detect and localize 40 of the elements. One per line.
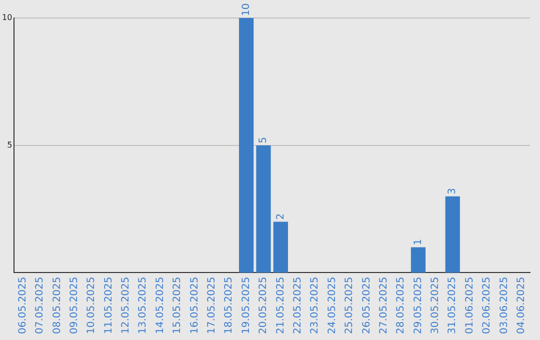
x-tick-label: 13.05.2025 (138, 276, 149, 334)
x-tick-label: 22.05.2025 (292, 276, 304, 334)
data-label: 2 (275, 213, 286, 220)
x-tick-label: 19.05.2025 (240, 276, 252, 334)
x-tick-label: 27.05.2025 (378, 276, 390, 334)
x-tick-label: 09.05.2025 (68, 276, 80, 334)
x-tick-label: 20.05.2025 (258, 276, 270, 334)
x-tick-label: 04.06.2025 (516, 276, 527, 334)
bar (445, 196, 460, 273)
x-tick-label: 31.05.2025 (447, 276, 458, 334)
x-tick-label: 30.05.2025 (430, 276, 442, 334)
bar (238, 18, 254, 273)
x-tick-label: 29.05.2025 (412, 276, 424, 334)
x-tick-label: 06.05.2025 (17, 276, 28, 334)
x-tick-label: 07.05.2025 (34, 276, 46, 334)
bar (273, 222, 288, 273)
x-tick-label: 23.05.2025 (310, 276, 321, 334)
x-tick-label: 16.05.2025 (189, 276, 200, 334)
x-tick-label: 17.05.2025 (206, 276, 218, 334)
x-tick-label: 28.05.2025 (396, 276, 407, 334)
data-label: 3 (447, 188, 458, 194)
data-label: 1 (412, 238, 424, 246)
x-tick-label: 25.05.2025 (344, 276, 356, 334)
x-tick-label: 01.06.2025 (464, 276, 476, 334)
x-tick-label: 18.05.2025 (224, 276, 235, 334)
x-tick-label: 03.06.2025 (498, 276, 510, 334)
x-tick-label: 24.05.2025 (326, 276, 338, 334)
x-tick-label: 14.05.2025 (154, 276, 166, 334)
bar (410, 247, 426, 273)
x-tick-label: 26.05.2025 (361, 276, 372, 334)
data-label: 5 (258, 136, 270, 144)
x-tick-label: 02.06.2025 (482, 276, 493, 334)
data-label: 10 (240, 3, 252, 16)
x-tick-label: 08.05.2025 (52, 276, 63, 334)
x-tick-label: 11.05.2025 (103, 276, 114, 334)
bar (256, 145, 271, 273)
x-tick-label: 12.05.2025 (120, 276, 132, 334)
x-tick-label: 15.05.2025 (172, 276, 184, 334)
x-tick-label: 21.05.2025 (275, 276, 286, 334)
x-tick-label: 10.05.2025 (86, 276, 98, 334)
